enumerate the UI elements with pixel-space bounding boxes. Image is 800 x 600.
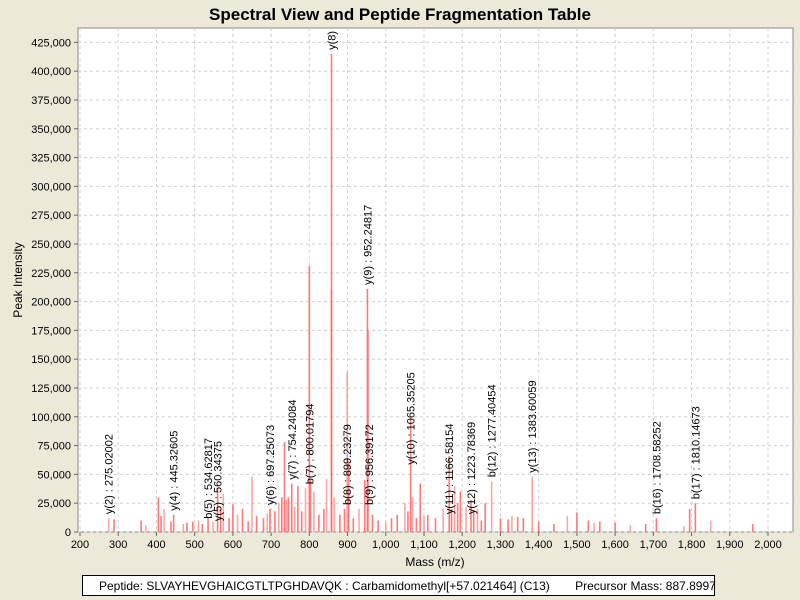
y-tick-label: 175,000 [31,325,71,337]
peak-annotation-label: y(8) : [327,25,339,50]
peak-annotation-label: b(17) : 1810.14673 [690,406,702,499]
peak-annotation-label: y(10) : 1065.35205 [406,372,418,464]
y-tick-label: 125,000 [31,383,71,395]
y-tick-label: 250,000 [31,239,71,251]
y-tick-label: 75,000 [37,441,71,453]
peak-annotation-label: y(11) : 1166.58154 [444,423,456,514]
x-tick-label: 1,900 [716,539,744,551]
x-tick-label: 200 [71,539,89,551]
x-tick-label: 400 [147,539,165,551]
y-tick-label: 350,000 [31,124,71,136]
plot-area [77,27,794,533]
x-axis-label: Mass (m/z) [405,555,464,569]
x-tick-label: 800 [300,539,318,551]
chart-title: Spectral View and Peptide Fragmentation … [209,5,591,24]
x-tick-label: 1,800 [678,539,706,551]
y-tick-label: 150,000 [31,354,71,366]
peak-annotation-label: y(7) : 754.24084 [287,399,299,479]
x-tick-label: 1,400 [525,539,553,551]
x-axis: 200 300 400 500 600 700 800 900 1,000 1,100 1,200 1… [71,532,782,551]
y-tick-label: 300,000 [31,181,71,193]
x-tick-label: 700 [262,539,280,551]
y-tick-label: 225,000 [31,268,71,280]
peak-annotation-label: b(5) : 534.62817 [203,438,215,519]
x-tick-label: 1,300 [487,539,515,551]
x-tick-label: 1,700 [640,539,668,551]
peak-annotations: y(2) : 275.02002 y(4) : 445.32605 b(5) : 5… [104,25,703,521]
y-tick-label: 0 [65,527,71,539]
x-tick-label: 1,500 [563,539,591,551]
x-tick-label: 500 [185,539,203,551]
grid-lines [78,28,793,533]
peptide-info-box: Peptide: SLVAYHEVGHAICGTLTPGHDAVQK : Car… [82,575,716,596]
peak-annotation-label: y(5) : 560.34375 [213,441,225,521]
y-tick-label: 25,000 [37,498,71,510]
peak-annotation-label: b(9) : 956.39172 [364,424,376,505]
x-tick-label: 600 [224,539,242,551]
y-axis: 0 25,000 50,000 75,000 100,000 125,000 150,000… [31,37,78,539]
y-tick-label: 425,000 [31,37,71,49]
x-tick-label: 1,100 [410,539,438,551]
y-tick-label: 275,000 [31,210,71,222]
peak-annotation-label: y(6) : 697.25073 [265,425,277,505]
peak-annotation-label: y(2) : 275.02002 [104,434,116,514]
peak-annotation-label: b(8) : 899.23279 [342,424,354,505]
x-tick-label: 1,200 [448,539,476,551]
peptide-sequence: Peptide: SLVAYHEVGHAICGTLTPGHDAVQK : Car… [99,579,550,593]
x-tick-label: 1,600 [601,539,629,551]
x-tick-label: 300 [109,539,127,551]
peak-annotation-label: y(4) : 445.32605 [169,431,181,511]
peaks [107,53,754,532]
peak-annotation-label: b(16) : 1708.58252 [651,421,663,514]
y-tick-label: 325,000 [31,153,71,165]
x-tick-label: 900 [338,539,356,551]
y-tick-label: 400,000 [31,66,71,78]
peak-annotation-label: b(12) : 1277.40454 [487,384,499,477]
y-tick-label: 100,000 [31,412,71,424]
y-tick-label: 375,000 [31,95,71,107]
peak-annotation-label: y(9) : 952.24817 [362,205,374,285]
y-tick-label: 200,000 [31,297,71,309]
y-tick-label: 50,000 [37,469,71,481]
y-axis-label: Peak Intensity [11,242,25,317]
peak-annotation-label: y(12) : 1223.78369 [466,422,478,514]
x-tick-label: 2,000 [754,539,782,551]
peak-annotation-label: b(7) : 800.01794 [304,403,316,484]
peak-annotation-label: y(13) : 1383.60059 [527,380,539,472]
precursor-mass: Precursor Mass: 887.8997 [575,579,716,593]
x-tick-label: 1,000 [372,539,400,551]
